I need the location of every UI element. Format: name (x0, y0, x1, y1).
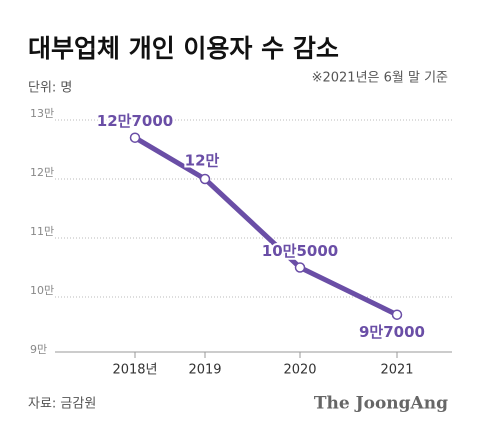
x-tick-label: 2018년 (112, 363, 157, 378)
y-tick-label: 11만 (30, 225, 54, 238)
point (199, 173, 211, 185)
y-tick-label: 13만 (30, 107, 54, 120)
point (391, 309, 403, 320)
x-tick-label: 2019 (188, 363, 221, 378)
value-label: 12만7000 (97, 112, 173, 130)
y-tick-label: 12만 (30, 166, 54, 179)
brand: The JoongAng (314, 394, 448, 414)
chart-title: 대부업체 개인 이용자 수 감소 (28, 34, 339, 63)
x-tick-label: 2021 (380, 363, 413, 378)
value-label: 10만5000 (262, 242, 338, 260)
y-tick-label: 10만 (30, 284, 54, 297)
point (294, 262, 306, 273)
value-label: 12만 (185, 152, 220, 170)
point (129, 132, 141, 143)
line (133, 135, 399, 317)
unit-label: 단위: 명 (28, 81, 72, 96)
y-tick-label: 9만 (30, 343, 47, 356)
x-tick-label: 2020 (283, 363, 316, 378)
value-label: 9만7000 (359, 323, 425, 341)
note: ※2021년은 6월 말 기준 (312, 71, 448, 86)
source: 자료: 금감원 (28, 397, 96, 412)
